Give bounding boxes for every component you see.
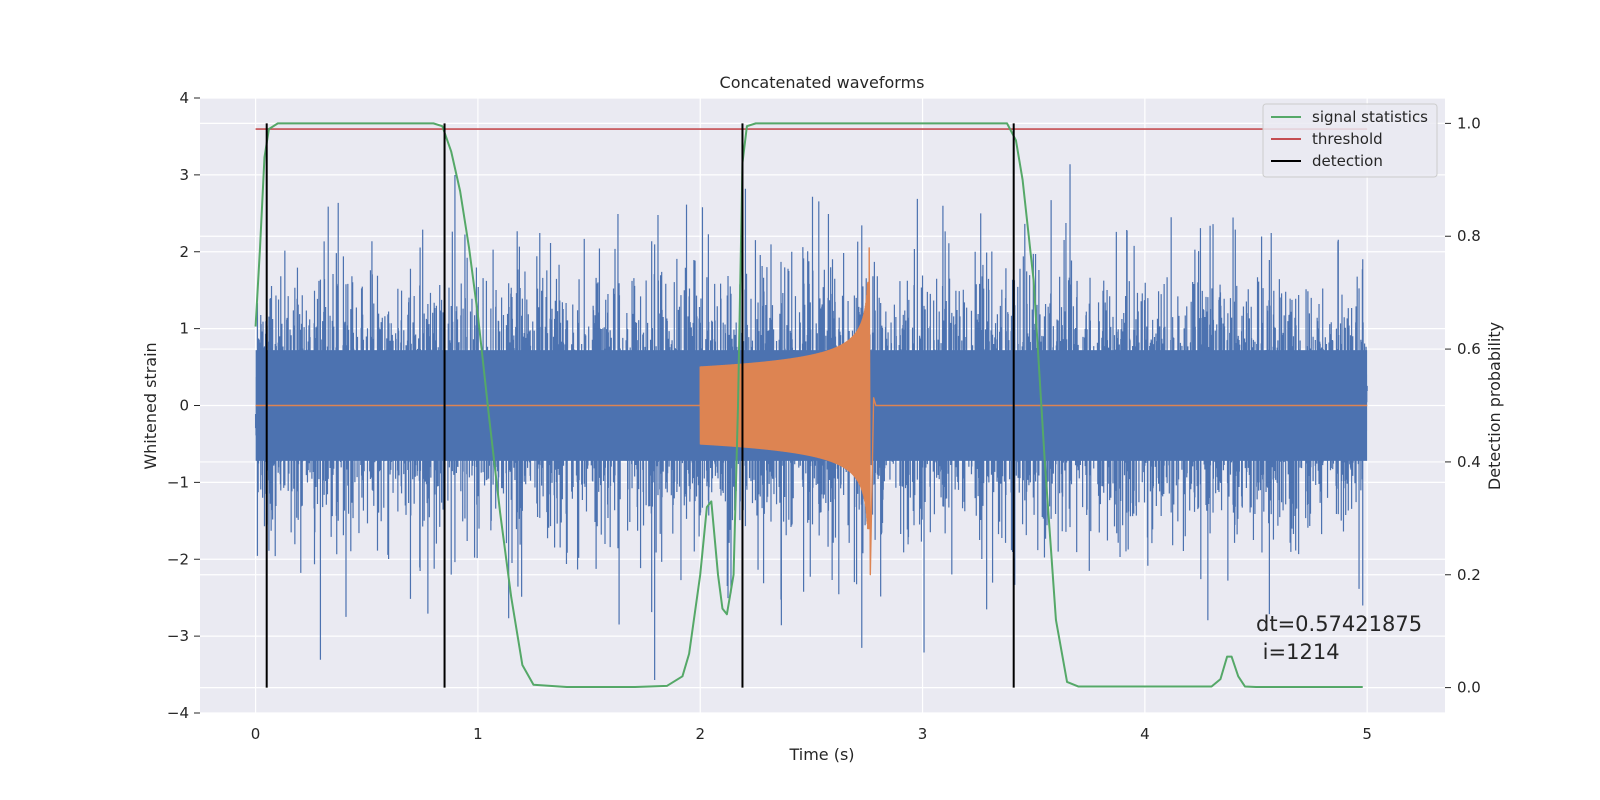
legend-label-signal-statistics: signal statistics <box>1312 108 1428 126</box>
annotation-dt: dt=0.57421875 <box>1256 612 1422 636</box>
y-right-tick-label: 0.4 <box>1457 453 1481 471</box>
axes: 0 1 2 3 4 5 −4 −3 −2 −1 0 1 2 3 4 0.0 0.2 0.4 0.6 0.8 1.0 <box>167 89 1481 743</box>
data-layer <box>254 122 1368 689</box>
x-tick-label: 2 <box>695 725 705 743</box>
x-tick-label: 1 <box>473 725 483 743</box>
chart-title: Concatenated waveforms <box>720 73 925 92</box>
y-right-tick-label: 0.2 <box>1457 566 1481 584</box>
x-tick-label: 0 <box>251 725 261 743</box>
y-tick-label: 0 <box>179 397 189 415</box>
x-axis-label: Time (s) <box>788 745 854 764</box>
y-tick-label: −1 <box>167 473 189 491</box>
y-tick-label: 4 <box>179 89 189 107</box>
y-tick-label: 1 <box>179 320 189 338</box>
legend-label-detection: detection <box>1312 152 1383 170</box>
y-tick-label: 3 <box>179 166 189 184</box>
signal-statistics-line <box>254 122 1363 689</box>
x-tick-label: 5 <box>1362 725 1372 743</box>
y-right-tick-label: 1.0 <box>1457 114 1481 132</box>
y-axis-label-right: Detection probability <box>1485 322 1504 490</box>
legend-box <box>1262 103 1438 178</box>
y-tick-label: −4 <box>167 704 189 722</box>
y-tick-label: −2 <box>167 550 189 568</box>
y-tick-label: 2 <box>179 243 189 261</box>
x-tick-label: 3 <box>918 725 928 743</box>
y-tick-label: −3 <box>167 627 189 645</box>
annotation-i: i=1214 <box>1256 640 1340 664</box>
waveform-series <box>255 247 1368 576</box>
y-axis-label: Whitened strain <box>141 342 160 469</box>
legend-label-threshold: threshold <box>1312 130 1383 148</box>
y-right-tick-label: 0.6 <box>1457 340 1481 358</box>
x-tick-label: 4 <box>1140 725 1150 743</box>
y-right-tick-label: 0.8 <box>1457 227 1481 245</box>
legend: signal statistics threshold detection <box>1262 103 1438 178</box>
y-right-tick-label: 0.0 <box>1457 679 1481 697</box>
annotation: dt=0.57421875 i=1214 <box>1256 612 1422 664</box>
